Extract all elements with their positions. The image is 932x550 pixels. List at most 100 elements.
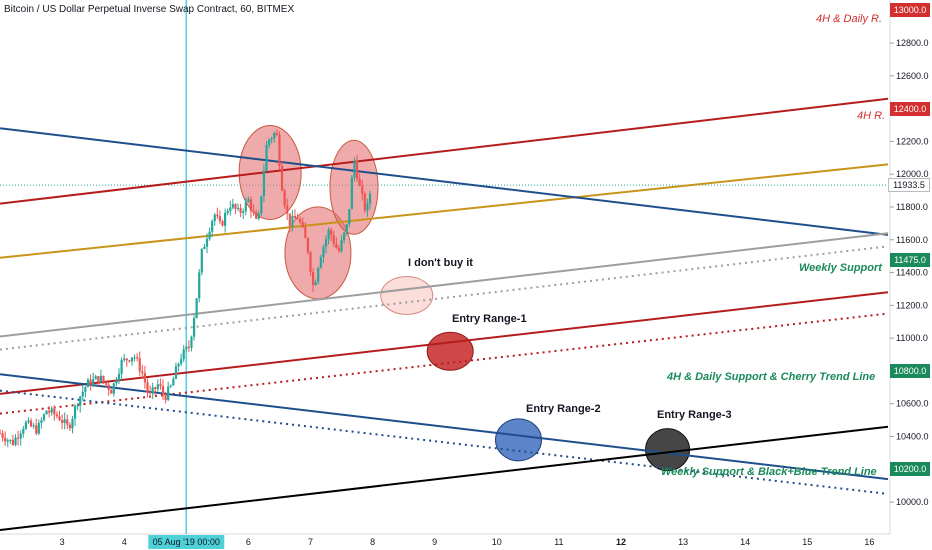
- candle-body: [221, 221, 224, 226]
- candle-body: [19, 433, 22, 439]
- trendline-black: [0, 425, 889, 531]
- candle-body: [136, 357, 139, 359]
- candle-body: [200, 248, 203, 273]
- candle-body: [335, 243, 338, 249]
- candle-body: [133, 357, 136, 359]
- trendline-gray: [0, 232, 889, 338]
- candle-body: [22, 428, 25, 434]
- candle-body: [27, 420, 30, 423]
- candle-body: [6, 440, 9, 442]
- x-tick-label: 12: [616, 537, 626, 547]
- candle-body: [216, 214, 219, 217]
- candle-body: [229, 207, 232, 211]
- candle-body: [24, 422, 27, 429]
- candle-body: [180, 359, 183, 364]
- candle-body: [340, 240, 343, 252]
- price-label: 11933.5: [888, 178, 930, 193]
- annotation-entry-1: Entry Range-1: [452, 313, 527, 325]
- candle-body: [141, 371, 144, 374]
- annotation-4h-r: 4H R.: [857, 110, 886, 122]
- candle-body: [120, 360, 123, 374]
- candle-body: [299, 219, 302, 223]
- annotation-entry-3: Entry Range-3: [657, 409, 732, 421]
- y-tick-label: 12600.0: [896, 71, 929, 81]
- candle-body: [102, 375, 105, 382]
- crosshair-time-label: 05 Aug '19 00:00: [153, 537, 220, 547]
- candle-body: [306, 237, 310, 253]
- candle-body: [265, 144, 268, 172]
- candle-body: [273, 133, 276, 139]
- candle-body: [86, 379, 90, 388]
- candle-body: [125, 358, 128, 361]
- candle-body: [177, 363, 180, 367]
- ellipse-entry-1: [426, 331, 474, 371]
- candle-body: [330, 229, 333, 236]
- candle-body: [286, 205, 289, 214]
- candle-body: [355, 160, 359, 179]
- price-label: 10200.0: [890, 462, 930, 477]
- candle-body: [182, 349, 185, 360]
- candle-body: [1, 433, 4, 438]
- annotation-entry-2: Entry Range-2: [526, 403, 601, 415]
- x-tick-label: 16: [864, 537, 874, 547]
- annotation-black-blue-trend: Weekly Support & Black+Blue Trend Line: [661, 466, 877, 478]
- x-tick-label: 14: [740, 537, 750, 547]
- candle-body: [332, 235, 335, 244]
- candle-body: [314, 282, 317, 286]
- crosshair-time-box: [148, 535, 225, 549]
- trendline-red_resistance: [0, 97, 889, 205]
- x-tick-label: 3: [60, 537, 65, 547]
- candle-body: [14, 437, 17, 445]
- trendline-gray_dotted: [0, 245, 889, 351]
- trendline-gold: [0, 163, 889, 259]
- candle-body: [211, 221, 214, 232]
- y-tick-label: 12800.0: [896, 38, 929, 48]
- candle-body: [156, 384, 159, 390]
- candles: [0, 129, 372, 448]
- candle-body: [169, 385, 172, 387]
- candle-body: [48, 410, 51, 413]
- y-tick-label: 12000.0: [896, 169, 929, 179]
- candle-body: [0, 433, 2, 435]
- candle-body: [368, 193, 372, 204]
- candle-body: [35, 425, 38, 434]
- candle-body: [366, 203, 369, 211]
- candle-body: [73, 405, 77, 419]
- y-tick-label: 10000.0: [896, 497, 929, 507]
- candle-body: [249, 199, 253, 212]
- x-tick-label: 15: [802, 537, 812, 547]
- candle-body: [174, 366, 178, 379]
- price-label: 12400.0: [890, 101, 930, 116]
- price-label: 13000.0: [890, 3, 930, 18]
- candle-body: [345, 224, 348, 233]
- candle-body: [267, 139, 271, 145]
- candle-body: [296, 218, 299, 220]
- candle-body: [205, 238, 209, 247]
- candle-body: [4, 437, 7, 442]
- candle-body: [115, 380, 118, 384]
- candle-body: [280, 165, 284, 191]
- candle-body: [234, 204, 237, 209]
- candle-body: [187, 346, 190, 348]
- y-tick-label: 10600.0: [896, 399, 929, 409]
- candle-body: [143, 373, 146, 383]
- trendline-blue_dotted: [0, 389, 889, 495]
- candle-body: [97, 376, 100, 383]
- y-tick-label: 11600.0: [896, 235, 928, 245]
- annotation-dont-buy: I don't buy it: [408, 257, 473, 269]
- candle-body: [138, 358, 141, 372]
- candle-body: [218, 216, 222, 222]
- ellipse-entry-2: [495, 418, 543, 462]
- x-tick-label: 7: [308, 537, 313, 547]
- candle-body: [262, 171, 266, 197]
- candle-body: [190, 336, 193, 348]
- candle-body: [322, 246, 325, 258]
- candle-body: [17, 437, 20, 439]
- candle-body: [309, 252, 312, 273]
- candle-body: [278, 134, 281, 166]
- x-tick-label: 9: [432, 537, 437, 547]
- candle-body: [213, 214, 216, 222]
- candle-body: [301, 222, 304, 228]
